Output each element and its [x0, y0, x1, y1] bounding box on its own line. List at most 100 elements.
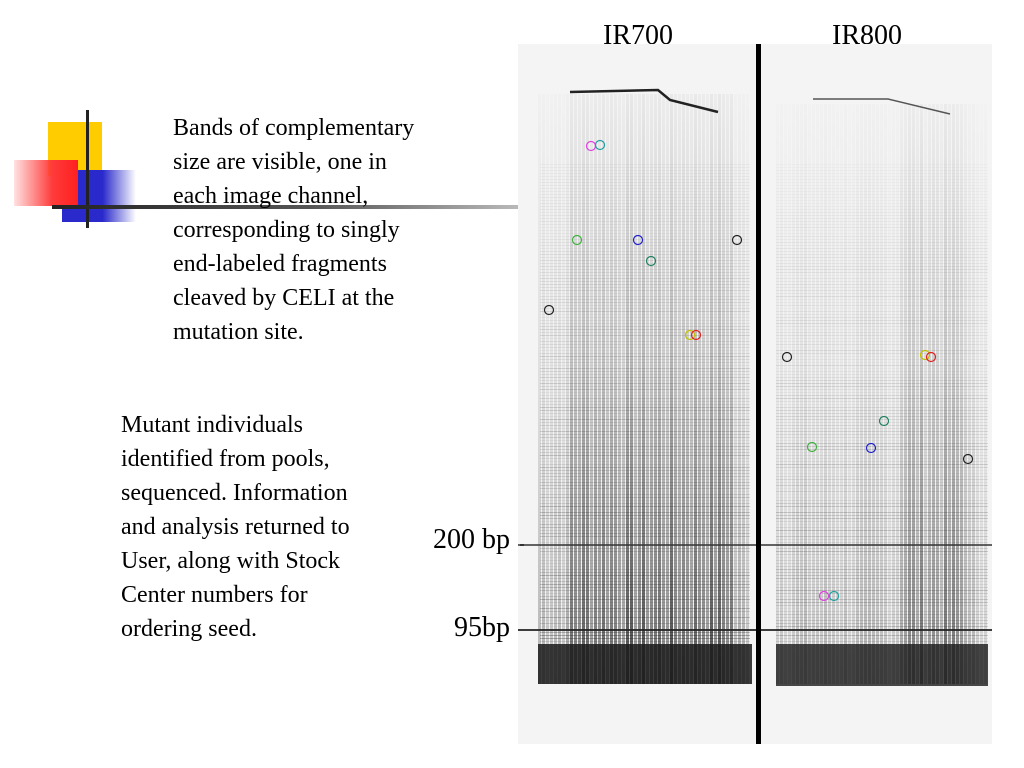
gel-band	[540, 269, 750, 270]
gel-band	[540, 470, 750, 471]
gel-band	[776, 608, 988, 609]
gel-lane	[610, 94, 613, 684]
gel-band	[776, 515, 988, 516]
gel-lane	[936, 104, 939, 684]
gel-band	[540, 437, 750, 438]
gel-band	[540, 176, 750, 177]
well-row-ir700	[569, 88, 719, 114]
gel-band	[776, 365, 988, 366]
gel-lane	[554, 94, 557, 684]
gel-lane	[742, 94, 745, 684]
gel-band	[540, 308, 750, 309]
gel-band	[776, 302, 988, 303]
gel-band	[540, 338, 750, 339]
gel-band	[540, 638, 750, 639]
gel-band	[776, 347, 988, 348]
gel-band	[776, 506, 988, 507]
gel-band	[776, 179, 988, 180]
gel-band	[540, 602, 750, 603]
gel-band	[776, 296, 988, 297]
gel-lane	[726, 94, 729, 684]
gel-lane	[566, 94, 569, 684]
mutation-circle	[806, 441, 818, 453]
gel-band	[540, 494, 750, 495]
gel-band	[776, 512, 988, 513]
gel-band	[540, 566, 750, 567]
gel-band	[540, 611, 750, 612]
gel-band	[540, 569, 750, 570]
gel-lane	[546, 94, 549, 684]
gel-lane	[896, 104, 899, 684]
gel-band	[540, 287, 750, 288]
gel-band	[776, 305, 988, 306]
gel-band	[776, 449, 988, 450]
gel-band	[540, 266, 750, 267]
gel-band	[540, 530, 750, 531]
gel-band	[776, 461, 988, 462]
gel-band	[540, 539, 750, 540]
gel-band	[540, 533, 750, 534]
bottom-band-ir800	[776, 644, 988, 686]
gel-band	[776, 269, 988, 270]
gel-band	[540, 398, 750, 399]
gel-band	[540, 554, 750, 555]
gel-lane	[964, 104, 967, 684]
gel-lane	[780, 104, 783, 684]
gel-band	[540, 344, 750, 345]
gel-lane	[832, 104, 835, 684]
gel-lane	[804, 104, 807, 684]
mutation-circle	[645, 255, 657, 267]
paragraph-line: sequenced. Information	[121, 480, 348, 506]
paragraph-line: Mutant individuals	[121, 412, 303, 438]
gel-band	[776, 320, 988, 321]
gel-band	[540, 314, 750, 315]
gel-band	[776, 533, 988, 534]
gel-band	[776, 494, 988, 495]
gel-lanes-ir700	[538, 94, 749, 684]
gel-lane	[812, 104, 815, 684]
gel-lane	[698, 94, 701, 684]
gel-band	[540, 383, 750, 384]
gel-lane	[694, 94, 697, 684]
gel-band	[776, 404, 988, 405]
gel-band	[540, 278, 750, 279]
gel-lane	[578, 94, 581, 684]
gel-band	[776, 239, 988, 240]
gel-lane	[912, 104, 915, 684]
gel-band	[776, 587, 988, 588]
gel-band	[540, 515, 750, 516]
gel-band	[540, 587, 750, 588]
gel-band	[540, 578, 750, 579]
gel-band	[776, 362, 988, 363]
gel-band	[540, 380, 750, 381]
gel-band	[776, 218, 988, 219]
gel-band	[776, 311, 988, 312]
mutation-circle	[828, 590, 840, 602]
paragraph-line: corresponding to singly	[173, 217, 400, 243]
gel-lane	[920, 104, 923, 684]
gel-band	[776, 485, 988, 486]
gel-band	[776, 374, 988, 375]
gel-band	[776, 167, 988, 168]
gel-band	[776, 521, 988, 522]
gel-band	[540, 512, 750, 513]
gel-band	[776, 458, 988, 459]
gel-band	[540, 290, 750, 291]
gel-band	[776, 281, 988, 282]
gel-lane	[860, 104, 863, 684]
gel-band	[540, 404, 750, 405]
gel-lane	[674, 94, 677, 684]
gel-band	[540, 482, 750, 483]
gel-band	[776, 431, 988, 432]
gel-lane	[714, 94, 717, 684]
gel-band	[776, 560, 988, 561]
gel-band	[776, 563, 988, 564]
gel-band	[776, 455, 988, 456]
gel-band	[776, 275, 988, 276]
gel-band	[540, 347, 750, 348]
gel-band	[540, 239, 750, 240]
gel-band	[540, 488, 750, 489]
gel-band	[540, 509, 750, 510]
gel-band	[776, 380, 988, 381]
mutation-circle	[731, 234, 743, 246]
